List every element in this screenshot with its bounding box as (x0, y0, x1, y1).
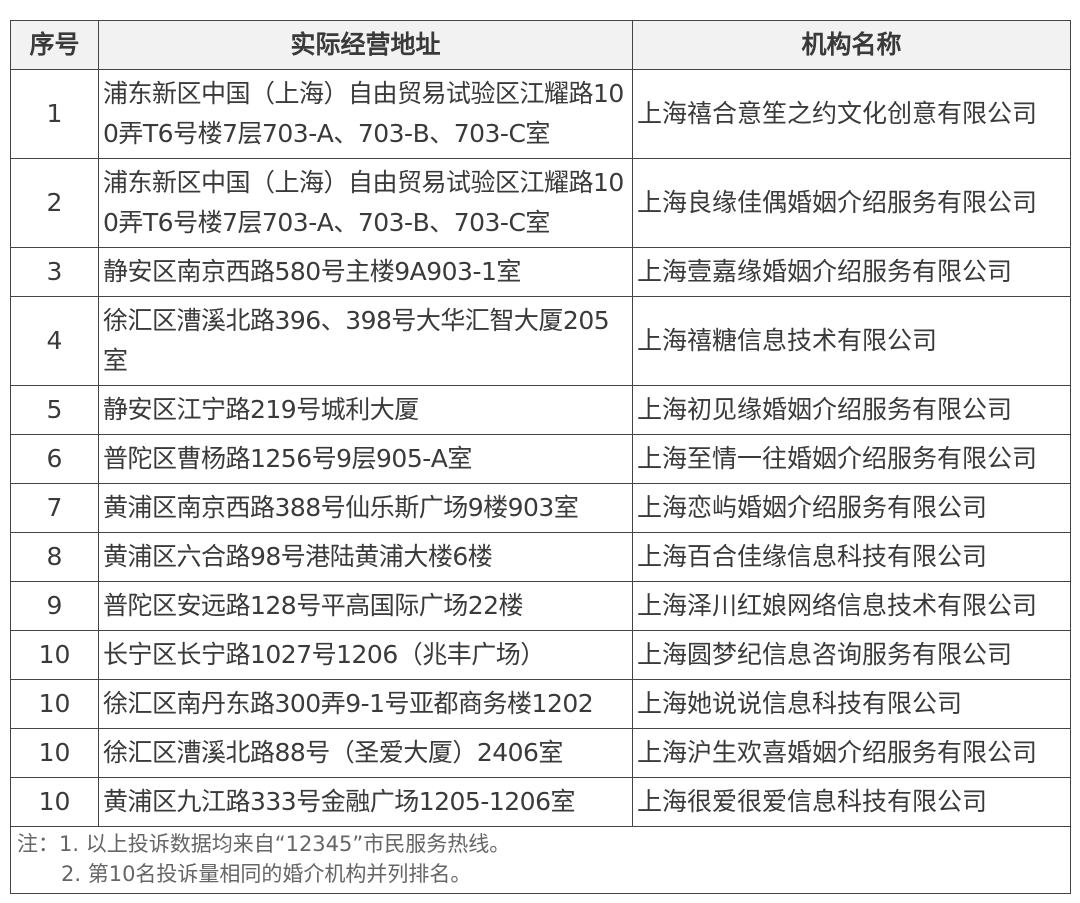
table-row: 8 黄浦区六合路98号港陆黄浦大楼6楼 上海百合佳缘信息科技有限公司 (10, 532, 1071, 582)
org-name-cell: 上海泽川红娘网络信息技术有限公司 (632, 581, 1071, 631)
address-cell: 浦东新区中国（上海）自由贸易试验区江耀路100弄T6号楼7层703-A、703-… (98, 158, 633, 248)
org-name-cell: 上海她说说信息科技有限公司 (632, 679, 1071, 729)
rank-cell: 1 (10, 69, 99, 159)
table-row: 6 普陀区曹杨路1256号9层905-A室 上海至情一往婚姻介绍服务有限公司 (10, 434, 1071, 484)
complaint-ranking-table: 序号 实际经营地址 机构名称 1 浦东新区中国（上海）自由贸易试验区江耀路100弄… (10, 20, 1071, 894)
header-org: 机构名称 (632, 20, 1071, 70)
table-row: 4 徐汇区漕溪北路396、398号大华汇智大厦205室 上海禧糖信息技术有限公司 (10, 296, 1071, 386)
table-row: 9 普陀区安远路128号平高国际广场22楼 上海泽川红娘网络信息技术有限公司 (10, 581, 1071, 631)
rank-cell: 9 (10, 581, 99, 631)
rank-cell: 3 (10, 247, 99, 297)
address-cell: 普陀区曹杨路1256号9层905-A室 (98, 434, 633, 484)
rank-cell: 5 (10, 385, 99, 435)
org-name-cell: 上海圆梦纪信息咨询服务有限公司 (632, 630, 1071, 680)
address-cell: 静安区江宁路219号城利大厦 (98, 385, 633, 435)
rank-cell: 4 (10, 296, 99, 386)
org-name-cell: 上海禧糖信息技术有限公司 (632, 296, 1071, 386)
table-row: 10 徐汇区漕溪北路88号（圣爱大厦）2406室 上海沪生欢喜婚姻介绍服务有限公司 (10, 728, 1071, 778)
rank-cell: 10 (10, 777, 99, 827)
rank-cell: 6 (10, 434, 99, 484)
table-row: 3 静安区南京西路580号主楼9A903-1室 上海壹嘉缘婚姻介绍服务有限公司 (10, 247, 1071, 297)
note-1: 注：1. 以上投诉数据均来自“12345”市民服务热线。 (17, 832, 511, 856)
address-cell: 黄浦区九江路333号金融广场1205-1206室 (98, 777, 633, 827)
table-row: 5 静安区江宁路219号城利大厦 上海初见缘婚姻介绍服务有限公司 (10, 385, 1071, 435)
address-cell: 长宁区长宁路1027号1206（兆丰广场） (98, 630, 633, 680)
org-name-cell: 上海百合佳缘信息科技有限公司 (632, 532, 1071, 582)
table-row: 2 浦东新区中国（上海）自由贸易试验区江耀路100弄T6号楼7层703-A、703… (10, 158, 1071, 248)
rank-cell: 7 (10, 483, 99, 533)
table-row: 10 黄浦区九江路333号金融广场1205-1206室 上海很爱很爱信息科技有限公司 (10, 777, 1071, 827)
table-row: 1 浦东新区中国（上海）自由贸易试验区江耀路100弄T6号楼7层703-A、703… (10, 69, 1071, 159)
table-row: 7 黄浦区南京西路388号仙乐斯广场9楼903室 上海恋屿婚姻介绍服务有限公司 (10, 483, 1071, 533)
table-header-row: 序号 实际经营地址 机构名称 (10, 20, 1071, 70)
address-cell: 徐汇区漕溪北路88号（圣爱大厦）2406室 (98, 728, 633, 778)
org-name-cell: 上海沪生欢喜婚姻介绍服务有限公司 (632, 728, 1071, 778)
rank-cell: 10 (10, 728, 99, 778)
address-cell: 徐汇区南丹东路300弄9-1号亚都商务楼1202 (98, 679, 633, 729)
org-name-cell: 上海良缘佳偶婚姻介绍服务有限公司 (632, 158, 1071, 248)
address-cell: 黄浦区六合路98号港陆黄浦大楼6楼 (98, 532, 633, 582)
header-address: 实际经营地址 (98, 20, 633, 70)
table-row: 10 徐汇区南丹东路300弄9-1号亚都商务楼1202 上海她说说信息科技有限公司 (10, 679, 1071, 729)
org-name-cell: 上海恋屿婚姻介绍服务有限公司 (632, 483, 1071, 533)
table-row: 10 长宁区长宁路1027号1206（兆丰广场） 上海圆梦纪信息咨询服务有限公司 (10, 630, 1071, 680)
notes-cell: 注：1. 以上投诉数据均来自“12345”市民服务热线。 2. 第10名投诉量相… (10, 826, 1071, 894)
rank-cell: 10 (10, 679, 99, 729)
org-name-cell: 上海至情一往婚姻介绍服务有限公司 (632, 434, 1071, 484)
address-cell: 黄浦区南京西路388号仙乐斯广场9楼903室 (98, 483, 633, 533)
address-cell: 徐汇区漕溪北路396、398号大华汇智大厦205室 (98, 296, 633, 386)
org-name-cell: 上海禧合意笙之约文化创意有限公司 (632, 69, 1071, 159)
address-cell: 静安区南京西路580号主楼9A903-1室 (98, 247, 633, 297)
rank-cell: 2 (10, 158, 99, 248)
rank-cell: 10 (10, 630, 99, 680)
note-2: 2. 第10名投诉量相同的婚介机构并列排名。 (61, 862, 472, 886)
rank-cell: 8 (10, 532, 99, 582)
org-name-cell: 上海很爱很爱信息科技有限公司 (632, 777, 1071, 827)
address-cell: 浦东新区中国（上海）自由贸易试验区江耀路100弄T6号楼7层703-A、703-… (98, 69, 633, 159)
address-cell: 普陀区安远路128号平高国际广场22楼 (98, 581, 633, 631)
org-name-cell: 上海壹嘉缘婚姻介绍服务有限公司 (632, 247, 1071, 297)
header-rank: 序号 (10, 20, 99, 70)
notes-row: 注：1. 以上投诉数据均来自“12345”市民服务热线。 2. 第10名投诉量相… (10, 826, 1071, 894)
org-name-cell: 上海初见缘婚姻介绍服务有限公司 (632, 385, 1071, 435)
